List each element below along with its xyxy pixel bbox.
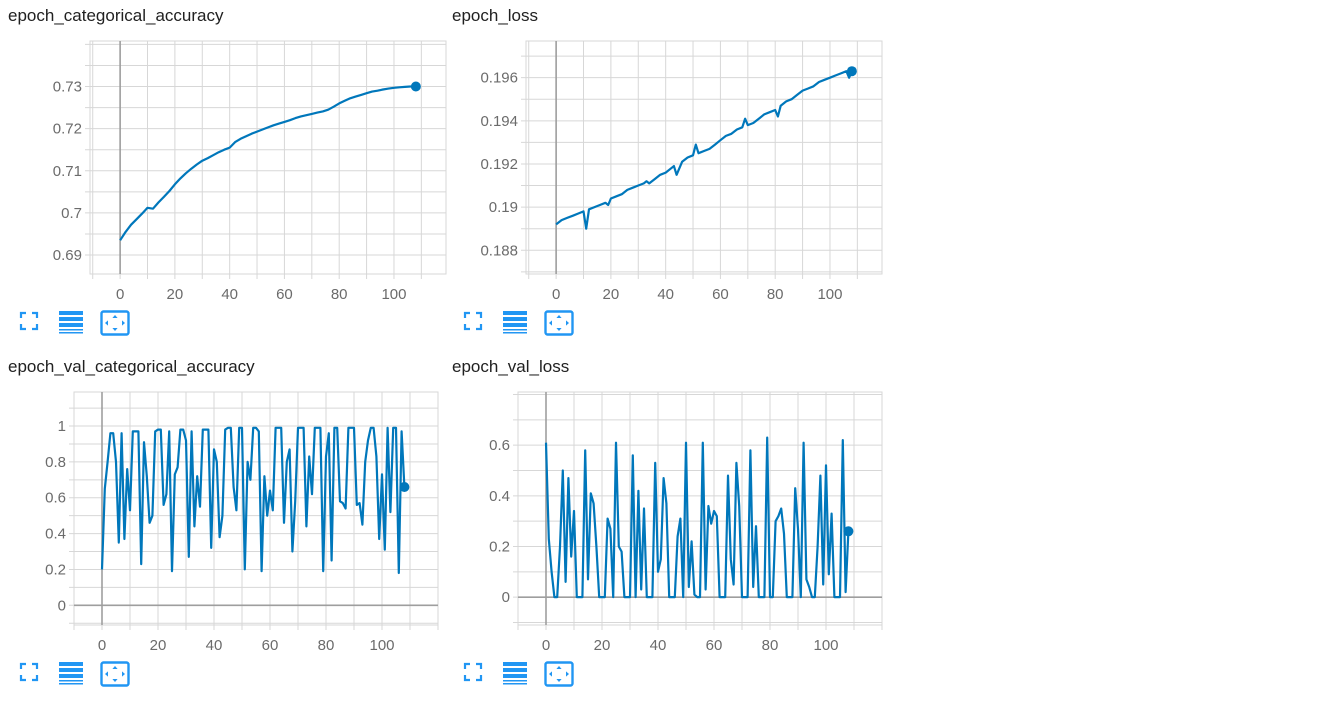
x-tick-label: 20	[150, 637, 167, 651]
x-tick-label: 60	[712, 286, 729, 300]
x-tick-label: 0	[552, 286, 560, 300]
y-tick-label: 0.73	[53, 79, 82, 96]
x-tick-label: 100	[369, 637, 394, 651]
plot-frame	[89, 40, 447, 275]
fit-domain-button[interactable]	[100, 661, 130, 687]
chart-card-epoch-val-loss: epoch_val_loss 0 20 40 60 80 100 0 0.2 0.4 0.6	[452, 351, 892, 696]
plot-frame	[517, 391, 883, 626]
fullscreen-button[interactable]	[462, 661, 490, 687]
fullscreen-icon	[19, 662, 39, 682]
last-point-marker	[399, 481, 410, 492]
x-tick-label: 60	[262, 637, 279, 651]
chart-card-epoch-categorical-accuracy: epoch_categorical_accuracy 0 20 40 60 80 100 0…	[8, 0, 448, 345]
y-tick-label: 1	[58, 418, 66, 435]
y-tick-label: 0	[502, 589, 510, 606]
toggle-log-scale-icon	[503, 662, 527, 685]
plot-frame	[73, 391, 439, 626]
x-tick-label: 20	[603, 286, 620, 300]
y-tick-label: 0.19	[489, 199, 518, 216]
y-tick-label: 0.71	[53, 163, 82, 180]
fit-domain-icon	[100, 310, 130, 336]
y-tick-label: 0	[58, 597, 66, 614]
y-tick-label: 0.2	[45, 561, 66, 578]
grid	[521, 40, 883, 279]
toggle-log-scale-button[interactable]	[502, 310, 530, 336]
x-tick-label: 80	[767, 286, 784, 300]
x-tick-label: 40	[221, 286, 238, 300]
last-point-marker	[843, 526, 854, 537]
x-tick-label: 100	[813, 637, 838, 651]
grid	[69, 391, 439, 630]
line-chart[interactable]: 0 20 40 60 80 100 0.188 0.19 0.192 0.194 0.196	[452, 0, 892, 300]
y-tick-label: 0.8	[45, 454, 66, 471]
x-tick-label: 40	[650, 637, 667, 651]
toggle-log-scale-icon	[503, 311, 527, 334]
chart-title: epoch_val_categorical_accuracy	[8, 357, 255, 376]
y-tick-label: 0.4	[45, 526, 66, 543]
plot-frame	[525, 40, 883, 275]
y-tick-label: 0.6	[45, 490, 66, 507]
last-point-marker	[846, 66, 857, 77]
x-tick-label: 0	[98, 637, 106, 651]
x-tick-label: 80	[762, 637, 779, 651]
toggle-log-scale-icon	[59, 662, 83, 685]
chart-title: epoch_loss	[452, 6, 539, 25]
y-tick-label: 0.6	[489, 437, 510, 454]
y-tick-label: 0.69	[53, 247, 82, 264]
y-tick-label: 0.196	[480, 70, 518, 87]
x-tick-label: 80	[318, 637, 335, 651]
y-tick-label: 0.72	[53, 121, 82, 138]
x-tick-label: 100	[817, 286, 842, 300]
fit-domain-icon	[544, 661, 574, 687]
series-line	[544, 436, 850, 599]
fit-domain-button[interactable]	[100, 310, 130, 336]
line-chart[interactable]: 0 20 40 60 80 100 0.69 0.7 0.71 0.72 0.73	[8, 0, 448, 300]
fit-domain-button[interactable]	[544, 310, 574, 336]
fullscreen-button[interactable]	[18, 661, 46, 687]
chart-title: epoch_categorical_accuracy	[8, 6, 224, 25]
series-line	[100, 426, 406, 575]
line-chart[interactable]: 0 20 40 60 80 100 0 0.2 0.4 0.6 0.8 1	[8, 351, 448, 651]
x-tick-label: 20	[167, 286, 184, 300]
fit-domain-button[interactable]	[544, 661, 574, 687]
y-tick-label: 0.4	[489, 488, 510, 505]
y-tick-label: 0.194	[480, 113, 518, 130]
toggle-log-scale-button[interactable]	[502, 661, 530, 687]
x-tick-label: 0	[116, 286, 124, 300]
fullscreen-icon	[19, 311, 39, 331]
x-tick-label: 60	[706, 637, 723, 651]
fullscreen-button[interactable]	[18, 310, 46, 336]
y-tick-label: 0.7	[61, 205, 82, 222]
fit-domain-icon	[100, 661, 130, 687]
line-chart[interactable]: 0 20 40 60 80 100 0 0.2 0.4 0.6	[452, 351, 892, 651]
chart-title: epoch_val_loss	[452, 357, 570, 376]
series-line	[119, 85, 416, 241]
y-tick-label: 0.2	[489, 538, 510, 555]
y-tick-label: 0.188	[480, 242, 518, 259]
y-tick-label: 0.192	[480, 156, 518, 173]
chart-card-epoch-loss: epoch_loss 0 20 40 60 80 100 0.188 0.19 0.192 0.1…	[452, 0, 892, 345]
series-line	[555, 70, 853, 230]
x-tick-label: 40	[206, 637, 223, 651]
x-tick-label: 100	[381, 286, 406, 300]
x-tick-label: 60	[276, 286, 293, 300]
toggle-log-scale-icon	[59, 311, 83, 334]
toggle-log-scale-button[interactable]	[58, 661, 86, 687]
fullscreen-icon	[463, 662, 483, 682]
x-tick-label: 20	[594, 637, 611, 651]
fullscreen-icon	[463, 311, 483, 331]
chart-card-epoch-val-categorical-accuracy: epoch_val_categorical_accuracy 0 20 40 60 80…	[8, 351, 448, 696]
grid	[85, 40, 447, 279]
x-tick-label: 0	[542, 637, 550, 651]
x-tick-label: 80	[331, 286, 348, 300]
x-tick-label: 40	[657, 286, 674, 300]
toggle-log-scale-button[interactable]	[58, 310, 86, 336]
fit-domain-icon	[544, 310, 574, 336]
last-point-marker	[410, 81, 421, 92]
fullscreen-button[interactable]	[462, 310, 490, 336]
